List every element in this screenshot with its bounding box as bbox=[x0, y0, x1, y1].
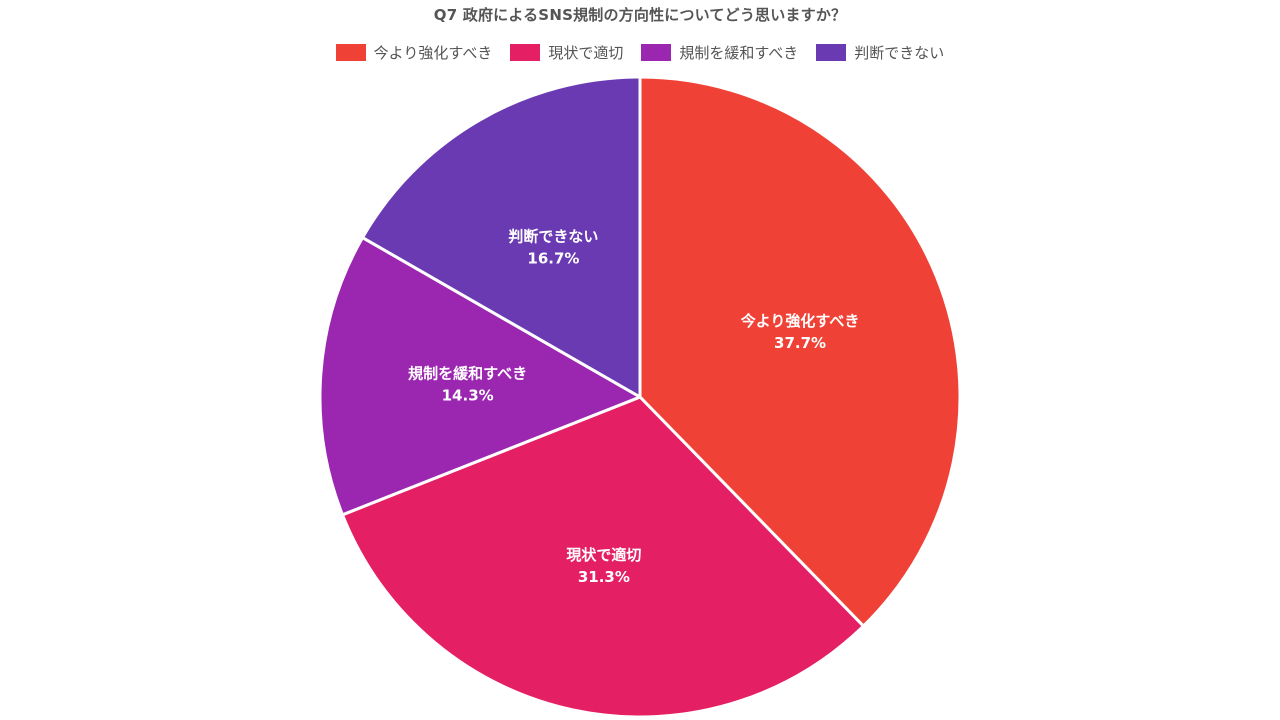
slice-label-value: 31.3% bbox=[578, 568, 630, 586]
legend-item-appropriate[interactable]: 現状で適切 bbox=[510, 42, 623, 63]
slice-label-category: 今より強化すべき bbox=[740, 312, 860, 330]
slice-label-value: 14.3% bbox=[442, 387, 494, 405]
legend-item-undecided[interactable]: 判断できない bbox=[816, 42, 944, 63]
slice-label-category: 現状で適切 bbox=[566, 546, 641, 564]
legend-label: 判断できない bbox=[854, 44, 945, 62]
chart-title: Q7 政府によるSNS規制の方向性についてどう思いますか？ bbox=[433, 6, 847, 24]
legend: 今より強化すべき 現状で適切 規制を緩和すべき 判断できない bbox=[0, 42, 1280, 63]
legend-item-strengthen[interactable]: 今より強化すべき bbox=[335, 42, 493, 63]
legend-swatch bbox=[816, 44, 847, 61]
legend-swatch bbox=[641, 44, 672, 61]
slice-label-value: 16.7% bbox=[527, 249, 579, 267]
slice-label-category: 規制を緩和すべき bbox=[408, 365, 527, 383]
pie-slice-relax[interactable] bbox=[318, 236, 642, 517]
pie-slice-strengthen[interactable] bbox=[638, 75, 962, 628]
legend-label: 規制を緩和すべき bbox=[679, 44, 799, 62]
legend-swatch bbox=[335, 44, 366, 61]
legend-swatch bbox=[510, 44, 541, 61]
pie-slice-undecided[interactable] bbox=[361, 75, 642, 399]
slice-label-value: 37.7% bbox=[774, 334, 826, 352]
legend-label: 現状で適切 bbox=[548, 44, 624, 62]
legend-label: 今より強化すべき bbox=[373, 44, 493, 62]
legend-item-relax[interactable]: 規制を緩和すべき bbox=[641, 42, 798, 63]
pie-slice-appropriate[interactable] bbox=[340, 395, 865, 719]
slice-label-category: 判断できない bbox=[508, 227, 598, 245]
